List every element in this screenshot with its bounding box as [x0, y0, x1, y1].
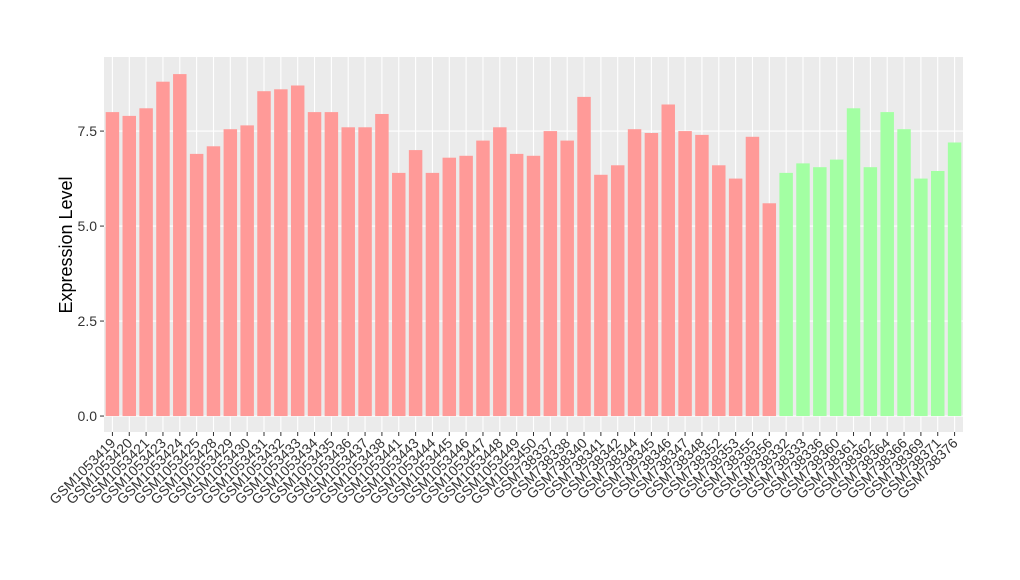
y-tick-label: 5.0 — [78, 218, 98, 234]
bar — [846, 108, 861, 417]
bar — [257, 91, 271, 417]
bar — [661, 104, 675, 417]
bar — [324, 112, 339, 417]
bar — [408, 150, 423, 417]
bar — [358, 127, 372, 417]
bar — [712, 165, 726, 417]
bar — [425, 172, 440, 417]
bar — [274, 89, 288, 417]
bar — [392, 172, 406, 417]
bar — [156, 81, 170, 417]
bar — [796, 163, 810, 417]
bar — [307, 112, 322, 417]
bar — [526, 155, 541, 417]
bar — [745, 136, 760, 417]
bar — [543, 131, 558, 417]
bar — [223, 129, 238, 417]
bar — [897, 129, 911, 417]
bar — [240, 125, 254, 417]
bar — [947, 142, 962, 417]
bar — [644, 132, 659, 417]
bar — [173, 74, 187, 417]
bar — [914, 178, 928, 417]
bar — [627, 129, 642, 417]
bar — [442, 157, 457, 417]
bar — [880, 112, 894, 417]
bar — [476, 140, 490, 417]
bar — [459, 155, 473, 417]
bar — [829, 159, 844, 417]
bar — [139, 108, 153, 417]
bar — [509, 153, 524, 417]
y-axis-title: Expression Level — [56, 176, 76, 313]
bar — [779, 172, 793, 417]
bar — [577, 96, 591, 417]
bar — [105, 112, 120, 417]
bar — [930, 170, 945, 417]
bar — [375, 113, 389, 417]
bar — [863, 167, 878, 417]
bar — [762, 203, 777, 417]
y-tick-label: 2.5 — [78, 313, 98, 329]
bar — [189, 153, 204, 417]
bar — [122, 115, 137, 417]
bar — [290, 85, 305, 417]
bar — [728, 178, 743, 417]
bar — [493, 127, 507, 417]
bar — [695, 134, 709, 417]
bar — [678, 131, 692, 417]
y-tick-label: 0.0 — [78, 408, 98, 424]
bar — [610, 165, 625, 417]
bar — [560, 140, 574, 417]
bar — [206, 146, 221, 417]
bar — [341, 127, 355, 417]
bar — [813, 167, 827, 417]
y-tick-label: 7.5 — [78, 123, 98, 139]
bar — [594, 174, 608, 417]
